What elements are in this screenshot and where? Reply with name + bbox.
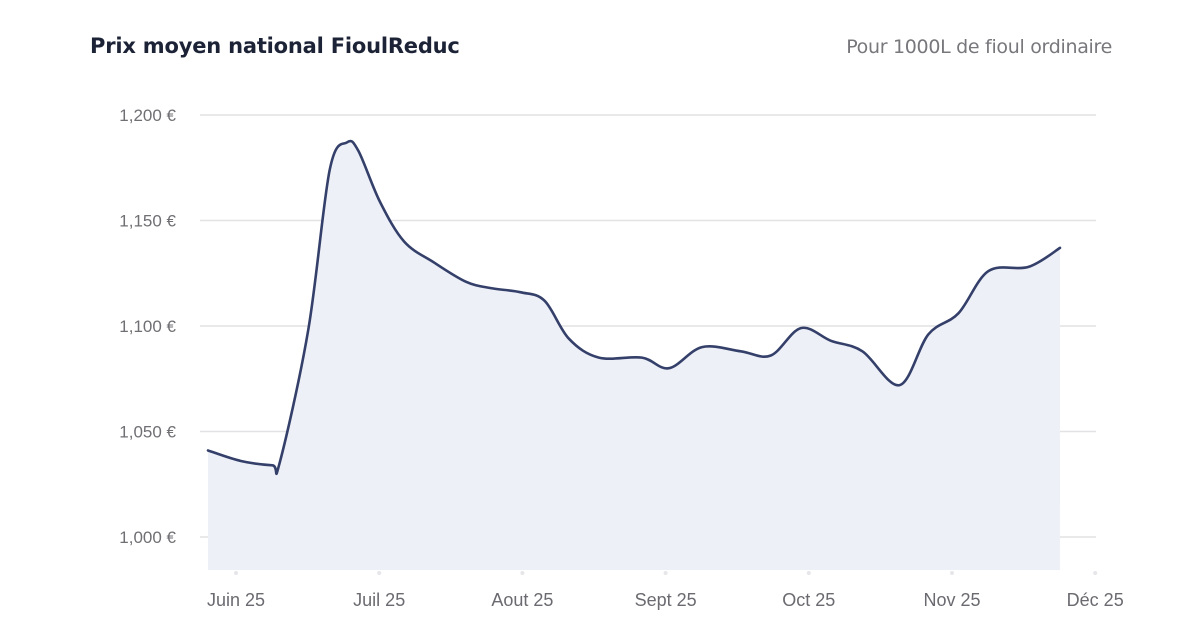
- x-tick-mark: [377, 571, 382, 575]
- x-tick-label: Sept 25: [635, 590, 697, 610]
- x-tick-label: Aout 25: [491, 590, 553, 610]
- chart-subtitle: Pour 1000L de fioul ordinaire: [846, 36, 1112, 58]
- y-tick-label: 1,100 €: [119, 317, 176, 336]
- x-tick-mark: [234, 571, 238, 575]
- x-tick-label: Juil 25: [353, 590, 405, 610]
- y-tick-label: 1,000 €: [119, 528, 176, 547]
- x-tick-label: Déc 25: [1067, 590, 1124, 610]
- x-tick-label: Nov 25: [923, 590, 980, 610]
- price-line: [206, 139, 1062, 476]
- chart-title: Prix moyen national FioulReduc: [90, 34, 460, 58]
- x-axis: Juin 25 Juil 25 Aout 25 Sept 25 Oct 25 Nov 25…: [207, 571, 1124, 610]
- y-tick-label: 1,200 €: [119, 106, 176, 125]
- price-area-fill: [208, 140, 1061, 571]
- y-tick-label: 1,150 €: [119, 212, 176, 231]
- x-tick-mark: [520, 571, 525, 575]
- x-tick-mark: [663, 571, 668, 575]
- x-tick-mark: [950, 571, 954, 575]
- x-tick-label: Juin 25: [207, 590, 265, 610]
- x-tick-mark: [806, 571, 811, 575]
- y-axis: 1,000 € 1,050 € 1,100 € 1,150 € 1,200 €: [119, 106, 176, 547]
- x-tick-label: Oct 25: [782, 590, 835, 610]
- y-tick-label: 1,050 €: [119, 423, 176, 442]
- x-tick-mark: [1093, 571, 1098, 575]
